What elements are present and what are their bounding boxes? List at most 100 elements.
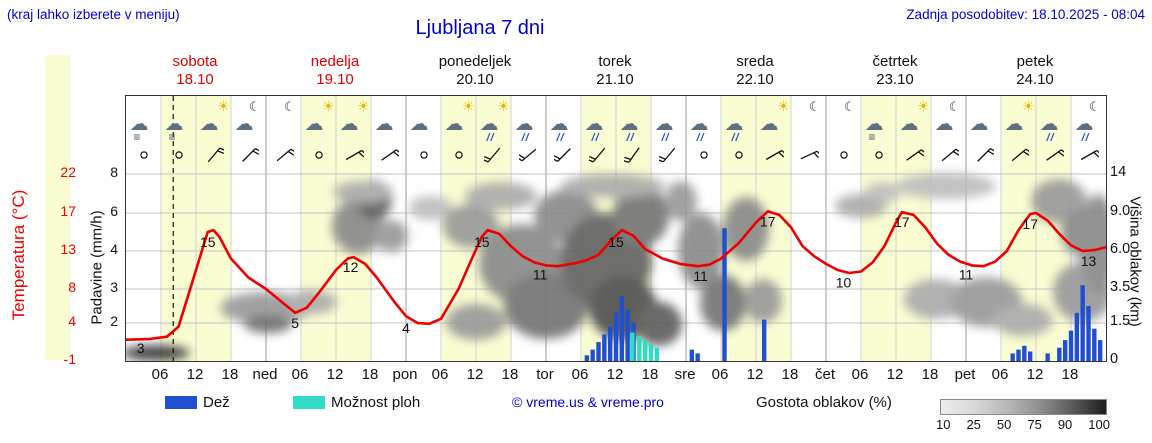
cloud-icon: ☁ (654, 114, 674, 135)
wind-barb-icon (621, 144, 644, 171)
precip-axis-label: Padavine (mm/h) (88, 210, 106, 325)
weather-icon-cloud-rain: ☁// (515, 100, 543, 144)
weather-icon-sun-cloud-rain: ☀ ☁// (480, 99, 510, 144)
x-axis-tick: 06 (711, 366, 729, 383)
temperature-label: 4 (402, 320, 410, 336)
copyright-link[interactable]: © vreme.us & vreme.pro (512, 394, 664, 410)
wind-barb-icon (239, 144, 262, 171)
cloud-icon: ☁ (514, 114, 534, 135)
cloud-icon: ☁ (234, 114, 254, 135)
x-axis-tick: ned (252, 366, 278, 383)
temperature-label: 11 (693, 268, 708, 284)
precip-tick: 2 (110, 313, 118, 329)
rain-bar (761, 319, 767, 361)
temperature-label: 17 (1022, 216, 1038, 232)
wind-barb-icon (1079, 144, 1102, 171)
cloud-icon: ☁ (549, 114, 569, 135)
cloud-icon: ☁ (619, 114, 639, 135)
meteogram-plot: 3 15 5 12 4 15 11 15 11 17 10 17 11 17 13 ☁ ≡ ☁ ≡ ☀ ☁ ☾ ☁ ☾ ☀ ☁ ☀… (125, 95, 1107, 362)
cloud-height-tick: 9.0 (1110, 203, 1131, 219)
wind-barb-icon (274, 144, 297, 171)
cloud-height-tick: 0 (1110, 351, 1119, 367)
sun-icon: ☀ (1021, 98, 1035, 114)
day-date: 19.10 (316, 71, 354, 88)
rain-icon: // (626, 132, 635, 144)
cloud-icon: ☁ (759, 114, 779, 135)
day-name: petek (1016, 53, 1054, 70)
rain-icon: // (661, 132, 670, 144)
cloud-icon: ☁ (129, 114, 149, 135)
cloud-cover-blob (1080, 194, 1106, 294)
temperature-label: 17 (760, 213, 776, 229)
x-axis-tick: 12 (886, 366, 904, 383)
cloud-cover-blob (723, 197, 769, 261)
rain-bar (1027, 351, 1033, 361)
weather-icon-fog: ☁ ≡ (865, 100, 893, 144)
day-date: 21.10 (596, 71, 634, 88)
x-axis-tick: 18 (221, 366, 239, 383)
weather-icon-moon-cloud: ☾ ☁ (235, 100, 263, 144)
day-name: četrtek (872, 53, 918, 70)
rain-bar (1086, 306, 1091, 361)
rain-bar (596, 342, 601, 361)
precip-tick: 8 (110, 164, 118, 180)
temperature-label: 15 (608, 234, 624, 250)
temperature-label: 17 (894, 214, 910, 230)
x-axis-tick: 12 (746, 366, 764, 383)
rain-bar (1068, 330, 1074, 361)
rain-icon: // (1046, 132, 1055, 144)
rain-bar (590, 349, 595, 361)
temperature-label: 12 (343, 259, 359, 275)
moon-icon: ☾ (283, 99, 296, 114)
meteogram-canvas: 3 15 5 12 4 15 11 15 11 17 10 17 11 17 13 (126, 96, 1106, 361)
cloud-cover-blob (443, 204, 499, 248)
cloud-cover-blob (744, 279, 782, 323)
x-axis-tick: 06 (851, 366, 869, 383)
wind-calm-icon (134, 144, 154, 171)
day-date: 24.10 (1016, 71, 1054, 88)
moon-icon: ☾ (1088, 99, 1101, 114)
moon-icon: ☾ (843, 99, 856, 114)
x-axis-tick: 12 (1026, 366, 1044, 383)
cloud-icon: ☁ (969, 114, 989, 135)
rain-bar (689, 349, 695, 361)
weather-icon-moon: ☾ (830, 100, 858, 144)
x-axis-tick: 06 (151, 366, 169, 383)
cloud-density-label: Gostota oblakov (%) (756, 394, 892, 411)
wind-calm-icon (414, 144, 434, 171)
temperature-label: 3 (137, 340, 145, 356)
precip-tick: 3 (110, 279, 118, 295)
rain-bar (1016, 349, 1021, 361)
x-axis-tick: sre (674, 366, 696, 383)
weather-icon-cloud: ☁ (375, 100, 403, 144)
cloud-cover-blob (561, 174, 665, 198)
temperature-axis-label: Temperatura (°C) (9, 189, 28, 321)
x-axis-tick: 12 (466, 366, 484, 383)
cloud-density-tick: 100 (1088, 417, 1110, 432)
x-axis-tick: 12 (326, 366, 344, 383)
cloud-cover-blob (613, 186, 669, 246)
temperature-label: 11 (533, 267, 548, 283)
rain-bar (695, 353, 700, 361)
weather-icon-cloud-sun: ☀ ☁ (305, 99, 335, 144)
rain-swatch (165, 396, 197, 409)
weather-icon-moon: ☾ (270, 100, 298, 144)
day-name: torek (598, 53, 632, 70)
day-date: 23.10 (876, 71, 914, 88)
day-name: nedelja (310, 53, 360, 70)
rain-bar (1074, 312, 1080, 361)
cloud-cover-blob (446, 304, 506, 340)
x-axis-tick: 06 (991, 366, 1009, 383)
rain-bar (1062, 340, 1068, 361)
wind-calm-icon (834, 144, 854, 171)
cloud-icon: ☁ (864, 114, 884, 135)
cloud-icon: ☁ (724, 114, 744, 135)
temperature-label: 13 (1081, 253, 1097, 269)
cloud-icon: ☁ (1074, 114, 1094, 135)
rain-bar (625, 309, 630, 361)
x-axis-tick: 18 (921, 366, 939, 383)
day-name: ponedeljek (438, 53, 512, 70)
day-name: sobota (172, 53, 218, 70)
temperature-tick: 22 (60, 164, 76, 180)
wind-calm-icon (729, 144, 749, 171)
